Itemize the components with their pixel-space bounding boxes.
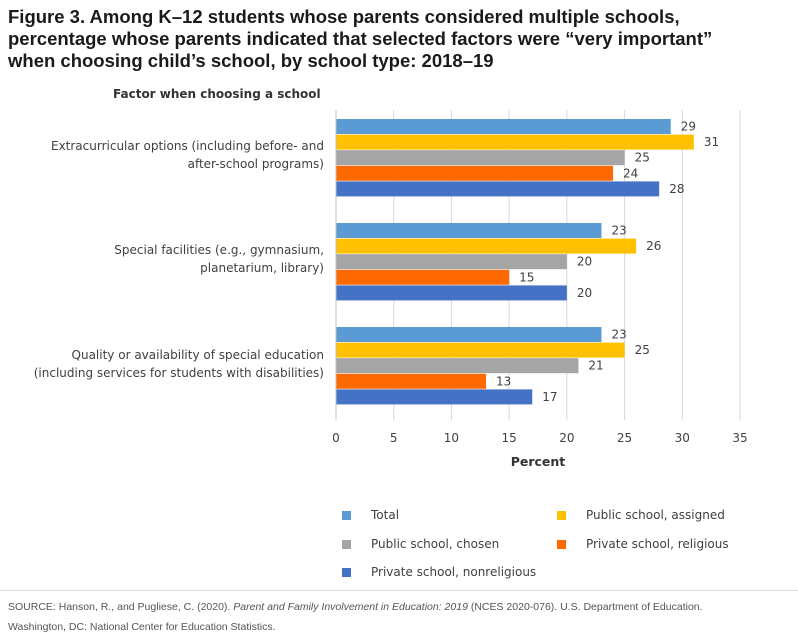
source-line-1: SOURCE: Hanson, R., and Pugliese, C. (20… (8, 597, 793, 617)
legend-swatch (557, 539, 566, 549)
legend-swatch (342, 510, 351, 520)
data-label: 21 (588, 359, 603, 373)
bar (336, 181, 660, 197)
title-line: when choosing child’s school, by school … (8, 50, 494, 71)
title-line: Figure 3. Among K–12 students whose pare… (8, 6, 680, 27)
legend-item-private-religious: Private school, religious (557, 536, 729, 552)
data-label: 24 (623, 166, 638, 180)
data-label: 26 (646, 239, 661, 253)
bar (336, 254, 567, 270)
bar (336, 223, 602, 238)
bar (336, 269, 510, 285)
category-label-extracurricular: Extracurricular options (including befor… (4, 137, 324, 173)
category-label-special-education: Quality or availability of special educa… (4, 346, 324, 382)
source-prefix: SOURCE: Hanson, R., and Pugliese, C. (20… (8, 601, 234, 613)
data-label: 13 (496, 374, 511, 388)
data-label: 20 (577, 255, 592, 269)
x-tick-label: 0 (332, 431, 340, 445)
source-title: Parent and Family Involvement in Educati… (233, 601, 468, 613)
legend-item-public-chosen: Public school, chosen (342, 536, 499, 552)
legend-label: Total (371, 508, 400, 522)
bar (336, 238, 637, 254)
data-label: 25 (635, 151, 650, 165)
legend-swatch (342, 539, 351, 549)
x-tick-label: 35 (732, 431, 747, 445)
legend-label: Private school, nonreligious (371, 565, 537, 579)
data-label: 25 (635, 343, 650, 357)
legend-swatch (342, 567, 351, 577)
figure-title: Figure 3. Among K–12 students whose pare… (8, 6, 788, 72)
bar (336, 389, 533, 405)
data-label: 17 (542, 390, 557, 404)
data-label: 28 (669, 182, 684, 196)
data-label: 20 (577, 286, 592, 300)
bar (336, 134, 694, 150)
x-tick-label: 5 (390, 431, 398, 445)
category-label-line: after-school programs) (187, 157, 324, 171)
bar (336, 165, 614, 181)
category-label-line: Special facilities (e.g., gymnasium, (114, 243, 324, 257)
category-label-line: planetarium, library) (200, 261, 324, 275)
bar (336, 327, 602, 342)
y-axis-title: Factor when choosing a school (113, 87, 321, 101)
data-label: 31 (704, 135, 719, 149)
source-line-2: Washington, DC: National Center for Educ… (8, 621, 276, 633)
x-tick-label: 30 (675, 431, 690, 445)
category-label-line: Extracurricular options (including befor… (50, 139, 324, 153)
bar (336, 373, 487, 389)
legend-label: Private school, religious (586, 537, 729, 551)
x-tick-label: 15 (502, 431, 517, 445)
legend-item-public-assigned: Public school, assigned (557, 507, 725, 523)
title-line: percentage whose parents indicated that … (8, 28, 713, 49)
footer-divider (0, 590, 798, 591)
data-label: 23 (611, 328, 626, 342)
legend-swatch (557, 510, 566, 520)
category-label-facilities: Special facilities (e.g., gymnasium, pla… (4, 241, 324, 277)
data-label: 29 (681, 120, 696, 134)
category-label-line: (including services for students with di… (33, 366, 324, 380)
legend-label: Public school, chosen (371, 537, 500, 551)
category-label-line: Quality or availability of special educa… (71, 348, 324, 362)
data-label: 23 (611, 224, 626, 238)
source-suffix: (NCES 2020-076). U.S. Department of Educ… (467, 601, 703, 613)
bar (336, 119, 671, 134)
x-tick-label: 20 (559, 431, 574, 445)
x-axis-title: Percent (511, 454, 566, 469)
legend-label: Public school, assigned (586, 508, 725, 522)
bar (336, 342, 625, 358)
bar (336, 285, 567, 301)
legend-item-private-nonreligious: Private school, nonreligious (342, 564, 536, 580)
data-label: 15 (519, 270, 534, 284)
bar (336, 150, 625, 166)
x-tick-label: 25 (617, 431, 632, 445)
source-note: SOURCE: Hanson, R., and Pugliese, C. (20… (8, 597, 793, 637)
bar (336, 358, 579, 374)
legend-item-total: Total (342, 507, 399, 523)
x-tick-label: 10 (444, 431, 459, 445)
